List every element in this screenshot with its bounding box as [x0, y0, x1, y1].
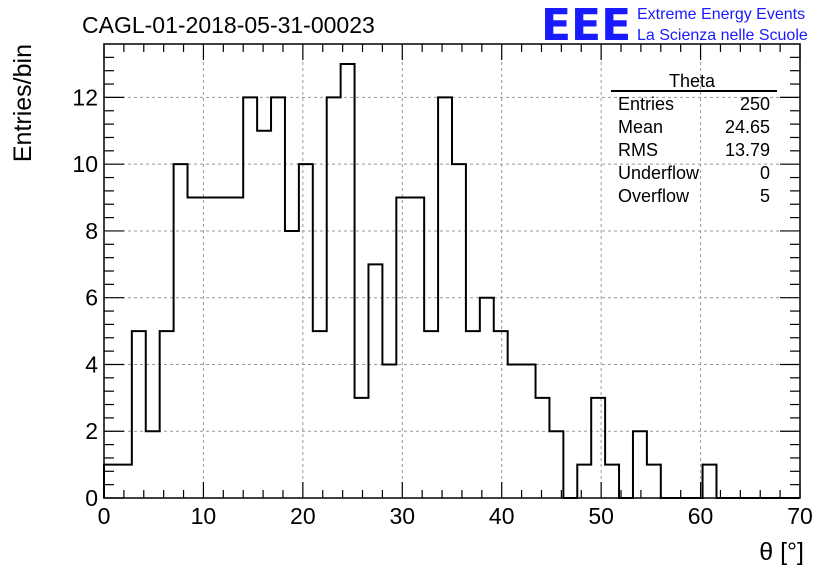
histogram-bin [480, 298, 494, 498]
y-tick-label: 4 [85, 351, 98, 377]
eee-logo-mark: EEE [541, 0, 631, 51]
stats-row-value: 0 [760, 163, 770, 183]
x-tick-label: 60 [688, 503, 714, 529]
histogram-bin [382, 364, 396, 498]
histogram-bin [104, 465, 118, 498]
histogram-bin [174, 164, 188, 498]
chart-title: CAGL-01-2018-05-31-00023 [82, 12, 375, 38]
y-tick-label: 8 [85, 218, 98, 244]
histogram-bin [633, 431, 647, 498]
histogram-bin [271, 97, 285, 498]
histogram-bin [494, 331, 508, 498]
histogram-bin [327, 97, 341, 498]
y-tick-label: 6 [85, 285, 98, 311]
y-tick-label: 2 [85, 418, 98, 444]
eee-logo: EEE Extreme Energy Events La Scienza nel… [541, 0, 808, 51]
x-tick-label: 50 [588, 503, 614, 529]
histogram-bin [522, 364, 536, 498]
histogram-bin [466, 331, 480, 498]
histogram-bin [549, 431, 563, 498]
histogram-bin [536, 398, 550, 498]
histogram-bin [396, 198, 410, 498]
histogram-bin [368, 264, 382, 498]
histogram-bin [703, 465, 717, 498]
x-tick-label: 0 [98, 503, 111, 529]
stats-row-label: Entries [618, 94, 674, 114]
histogram-bin [341, 64, 355, 498]
histogram-bin [410, 198, 424, 498]
stats-row-label: Mean [618, 117, 663, 137]
stats-row-value: 5 [760, 186, 770, 206]
x-tick-label: 30 [389, 503, 415, 529]
histogram-bin [577, 465, 591, 498]
stats-row-value: 13.79 [725, 140, 770, 160]
x-tick-label: 70 [787, 503, 813, 529]
histogram-bin [355, 398, 369, 498]
histogram-bin [508, 364, 522, 498]
histogram-bin [132, 331, 146, 498]
axis-ticks [103, 44, 801, 499]
histogram-bin [257, 131, 271, 498]
histogram-bin [452, 164, 466, 498]
histogram-bin [285, 231, 299, 498]
histogram-bin [591, 398, 605, 498]
y-tick-label: 0 [85, 485, 98, 511]
y-tick-label: 10 [72, 151, 98, 177]
stats-row-value: 24.65 [725, 117, 770, 137]
histogram-bin [605, 465, 619, 498]
histogram-bin [160, 331, 174, 498]
histogram-bin [215, 198, 229, 498]
histogram-bin [146, 431, 160, 498]
histogram-bin [229, 198, 243, 498]
stats-box-title: Theta [669, 71, 716, 91]
x-tick-label: 10 [191, 503, 217, 529]
stats-row-label: RMS [618, 140, 658, 160]
eee-logo-line1: Extreme Energy Events [637, 6, 805, 23]
histogram-bin [424, 331, 438, 498]
histogram-bin [118, 465, 132, 498]
histogram-bin [201, 198, 215, 498]
y-tick-labels: 0 2 4 6 8 10 12 [72, 84, 98, 511]
x-tick-label: 40 [489, 503, 515, 529]
histogram-bin [438, 97, 452, 498]
y-axis-label: Entries/bin [9, 44, 37, 162]
eee-logo-line2: La Scienza nelle Scuole [637, 27, 808, 44]
x-tick-labels: 0 10 20 30 40 50 60 70 [98, 503, 813, 529]
stats-row-label: Overflow [618, 186, 690, 206]
histogram-outline [103, 63, 800, 499]
x-tick-label: 20 [290, 503, 316, 529]
histogram-bin [299, 164, 313, 498]
histogram-bin [243, 97, 257, 498]
x-axis-label: θ [°] [759, 538, 804, 566]
stats-box: Theta Entries 250 Mean 24.65 RMS 13.79 Underfl… [611, 71, 777, 206]
histogram-bin [188, 198, 202, 498]
stats-row-label: Underflow [618, 163, 700, 183]
histogram-bin [647, 465, 661, 498]
stats-row-value: 250 [740, 94, 770, 114]
histogram-bin [313, 331, 327, 498]
y-tick-label: 12 [72, 84, 98, 110]
